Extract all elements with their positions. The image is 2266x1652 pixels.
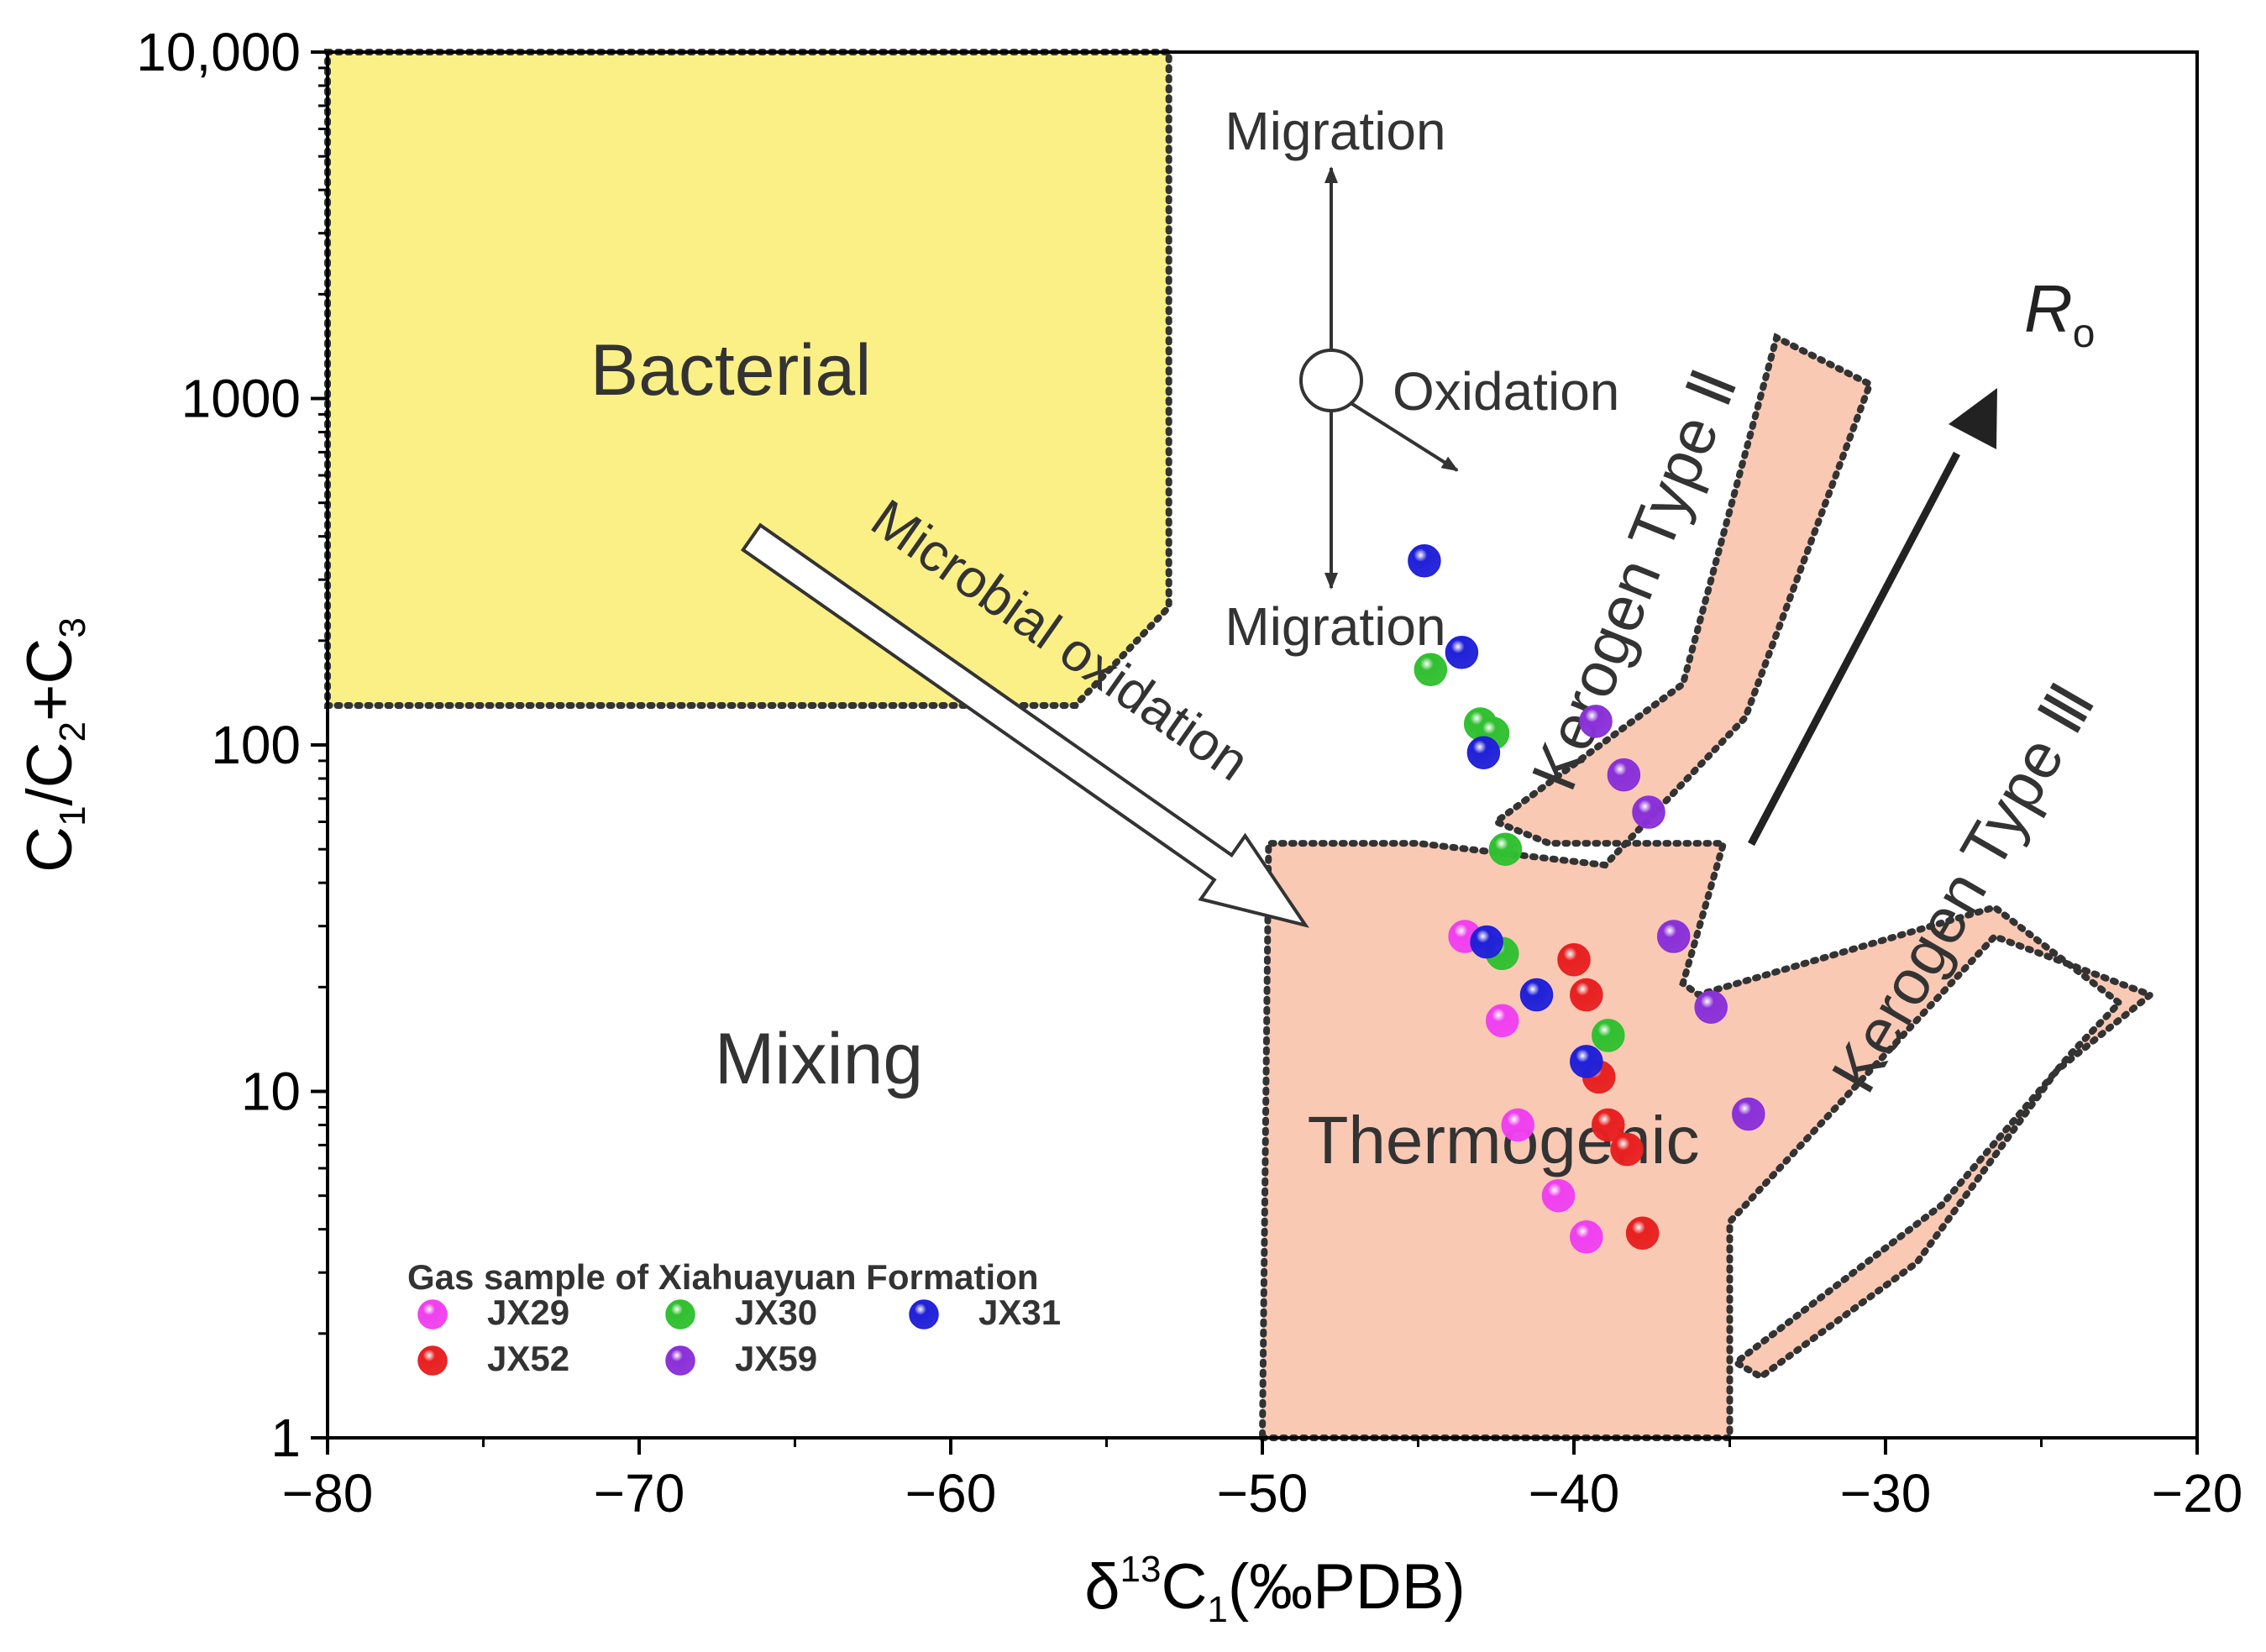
ro-arrow-head [1949, 388, 1997, 449]
x-tick-label: −80 [282, 1463, 374, 1524]
x-axis-title-tail: (‰PDB) [1228, 1551, 1466, 1623]
y-axis-title-part: +C [14, 638, 86, 721]
data-point-jx31 [1466, 736, 1501, 769]
x-axis-title-prefix: δ [1084, 1551, 1120, 1623]
data-point-jx30 [1414, 653, 1448, 687]
data-point-jx29 [1485, 1004, 1519, 1038]
data-point-jx52 [1570, 978, 1603, 1012]
migration-top-label: Migration [1225, 101, 1445, 161]
data-points-layer [1408, 544, 1765, 1254]
x-tick-label: −70 [594, 1463, 685, 1524]
regions-layer [324, 49, 2158, 1441]
y-axis-title: C1/C2+C3 [14, 617, 93, 873]
y-axis-title-part: 3 [52, 617, 93, 637]
y-axis-title-part: 2 [52, 721, 93, 742]
x-tick-label: −20 [2152, 1463, 2243, 1524]
legend-marker-jx31 [909, 1299, 939, 1329]
data-point-jx59 [1732, 1097, 1765, 1131]
data-point-jx52 [1592, 1108, 1625, 1142]
migration-bottom-label: Migration [1225, 596, 1445, 657]
legend-marker-jx59 [665, 1345, 695, 1376]
legend-marker-jx30 [665, 1299, 695, 1329]
axes-layer: −80 −70 −60 −50 −40 −30 −20110100100010,000δ13… [14, 22, 2242, 1630]
data-point-jx30 [1592, 1019, 1625, 1052]
y-axis-title-part: C [14, 826, 86, 873]
data-point-jx59 [1579, 705, 1613, 738]
legend-label-jx30: JX30 [735, 1293, 817, 1332]
ro-label-main: R [2024, 271, 2073, 346]
data-point-jx29 [1501, 1108, 1534, 1142]
y-tick-label: 10,000 [136, 22, 301, 82]
microbial-oxidation-arrow [740, 522, 1309, 928]
data-point-jx31 [1519, 978, 1554, 1012]
data-point-jx59 [1632, 795, 1665, 829]
thermogenic-region [1258, 333, 2158, 1441]
origin-circle [1299, 349, 1363, 412]
legend-label-jx52: JX52 [487, 1339, 569, 1378]
x-axis-title: δ13C1(‰PDB) [1084, 1549, 1466, 1630]
x-tick-label: −40 [1529, 1463, 1620, 1524]
oxidation-arrow [1351, 402, 1459, 472]
mixing-label: Mixing [715, 1019, 924, 1099]
ro-label-sub: o [2073, 312, 2096, 356]
x-axis-title-sup: 13 [1120, 1549, 1162, 1590]
data-point-jx52 [1557, 942, 1591, 977]
x-tick-label: −30 [1840, 1463, 1932, 1524]
data-point-jx29 [1570, 1220, 1603, 1254]
y-tick-label: 10 [241, 1062, 301, 1122]
y-tick-label: 1000 [181, 369, 301, 429]
legend-label-jx31: JX31 [978, 1293, 1061, 1332]
data-point-jx59 [1656, 920, 1691, 953]
data-point-jx59 [1694, 990, 1728, 1024]
legend-label-jx29: JX29 [487, 1293, 569, 1332]
data-point-jx59 [1607, 758, 1641, 792]
data-point-jx52 [1610, 1132, 1644, 1167]
oxidation-label: Oxidation [1393, 361, 1619, 422]
data-point-jx31 [1408, 544, 1441, 578]
legend-marker-jx29 [417, 1299, 448, 1329]
x-tick-label: −60 [905, 1463, 997, 1524]
data-point-jx31 [1445, 636, 1479, 669]
data-point-jx30 [1488, 832, 1523, 866]
bacterial-label: Bacterial [590, 330, 872, 411]
data-point-jx52 [1625, 1216, 1660, 1250]
x-axis-title-sub: 1 [1207, 1589, 1227, 1630]
kerogen-type-iii-label: Kerogen Type Ⅲ [1818, 672, 2109, 1104]
x-axis-title-main: C [1162, 1551, 1208, 1623]
legend-label-jx59: JX59 [735, 1339, 817, 1378]
y-tick-label: 100 [211, 715, 301, 775]
y-tick-label: 1 [270, 1408, 301, 1468]
y-axis-title-part: 1 [52, 805, 93, 826]
x-tick-label: −50 [1217, 1463, 1309, 1524]
data-point-jx31 [1570, 1045, 1603, 1078]
ro-label: Ro [2024, 271, 2095, 356]
ro-arrow-shaft [1748, 451, 1960, 847]
data-point-jx31 [1470, 925, 1503, 959]
y-axis-title-part: /C [14, 742, 86, 805]
legend-marker-jx52 [417, 1345, 448, 1376]
legend-title: Gas sample of Xiahuayuan Formation [407, 1257, 1039, 1297]
data-point-jx29 [1541, 1178, 1576, 1213]
